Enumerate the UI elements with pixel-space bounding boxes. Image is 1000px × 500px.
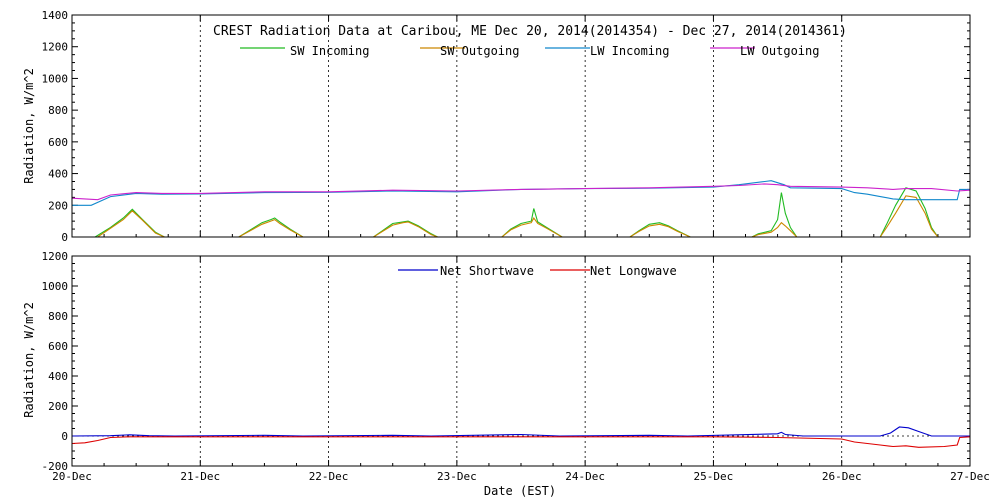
top-y-tick-label: 1200 — [42, 41, 69, 54]
x-tick-label: 23-Dec — [437, 470, 477, 483]
top-series-sw_in — [72, 187, 970, 238]
bottom-y-tick-label: 1000 — [42, 280, 69, 293]
top-plot-frame — [71, 14, 971, 238]
legend-netsw-label: Net Shortwave — [440, 264, 534, 278]
top-y-tick-label: 800 — [48, 104, 68, 117]
x-tick-label: 24-Dec — [565, 470, 605, 483]
x-axis-label: Date (EST) — [484, 484, 556, 498]
x-tick-label: 26-Dec — [822, 470, 862, 483]
top-panel: 0 200 400 600 800 1000 1200 1400 — [42, 9, 971, 244]
bottom-y-tick-label: 1200 — [42, 250, 69, 263]
bottom-y-tick-label: 600 — [48, 340, 68, 353]
x-tick-label: 20-Dec — [52, 470, 92, 483]
bottom-series-net_sw — [71, 426, 970, 437]
legend-lwin-label: LW Incoming — [590, 44, 669, 58]
top-y-tick-label: 200 — [48, 199, 68, 212]
x-tick-label: 25-Dec — [694, 470, 734, 483]
bottom-y-tick-label: 0 — [61, 430, 68, 443]
x-tick-label: 27-Dec — [950, 470, 990, 483]
legend-netlw-label: Net Longwave — [590, 264, 677, 278]
x-tick-label: 21-Dec — [180, 470, 220, 483]
legend-swout-label: SW Outgoing — [440, 44, 519, 58]
x-tick-label: 22-Dec — [309, 470, 349, 483]
top-series-lw_out — [71, 183, 971, 201]
top-series-lw_in — [72, 180, 970, 206]
bottom-y-axis-label: Radiation, W/m^2 — [22, 302, 36, 418]
chart-title: CREST Radiation Data at Caribou, ME Dec … — [213, 24, 847, 39]
bottom-plot-frame — [71, 255, 971, 467]
legend-lwout-label: LW Outgoing — [740, 44, 819, 58]
bottom-y-tick-label: 800 — [48, 310, 68, 323]
bottom-panel: -200 0 200 400 600 800 1000 1200 20-Dec 21-Dec 22-… — [42, 250, 990, 483]
bottom-y-tick-label: 200 — [48, 400, 68, 413]
legend-swin-label: SW Incoming — [290, 44, 369, 58]
bottom-y-tick-label: -200 — [42, 460, 69, 473]
top-y-tick-label: 0 — [61, 231, 68, 244]
top-y-axis-label: Radiation, W/m^2 — [22, 68, 36, 184]
bottom-y-tick-label: 400 — [48, 370, 68, 383]
top-y-tick-label: 1400 — [42, 9, 69, 22]
top-y-tick-label: 600 — [48, 136, 68, 149]
top-y-tick-label: 400 — [48, 168, 68, 181]
bottom-series-net_lw — [71, 436, 971, 448]
top-y-tick-label: 1000 — [42, 72, 69, 85]
top-series-sw_out — [72, 195, 970, 238]
